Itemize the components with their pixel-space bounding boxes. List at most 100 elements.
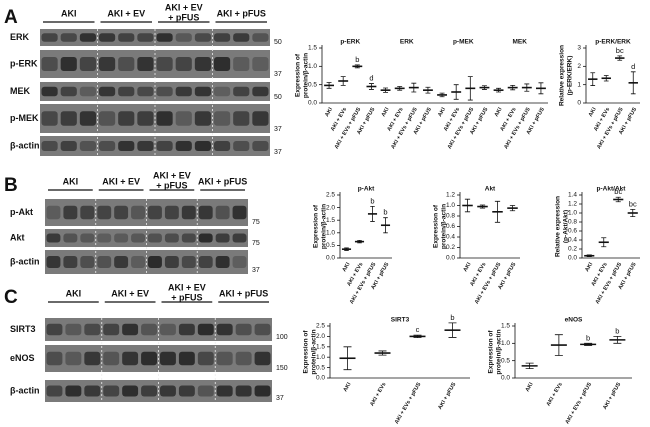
blot-band (178, 323, 195, 336)
blot-band (156, 57, 173, 71)
blot-band (215, 256, 230, 268)
blot-band (164, 233, 179, 243)
x-tick-label: AKI + EVs (369, 382, 387, 408)
y-tick-label: 1.4 (568, 192, 577, 199)
y-tick-label: 0.0 (501, 375, 510, 382)
blot-band (60, 141, 77, 151)
blot-band (175, 33, 192, 42)
blot-band (103, 323, 120, 336)
blot-band (194, 33, 211, 42)
blot-band (194, 141, 211, 151)
blot-band (80, 256, 95, 268)
group-header: AKI + EV (168, 282, 206, 292)
blot-band (41, 111, 58, 126)
blot-band (252, 57, 269, 71)
y-tick-label: 2.0 (326, 204, 335, 211)
significance-letter: c (416, 325, 420, 334)
blot-band (99, 111, 116, 126)
x-tick-label: AKI (525, 381, 535, 393)
blot-band (46, 233, 61, 243)
significance-letter: b (450, 313, 454, 322)
y-tick-label: 1.5 (326, 217, 335, 224)
blot-band (233, 141, 250, 151)
blot-band (178, 351, 195, 366)
blot-band (79, 33, 96, 42)
row-label: MEK (10, 86, 31, 96)
blot-band (131, 233, 145, 243)
x-tick-label: AKI + pFUS (602, 381, 622, 410)
x-tick-label: AKI + EVs + pFUS (394, 381, 423, 425)
y-tick-label: 0.6 (568, 228, 577, 235)
chart-title: Akt (485, 186, 496, 193)
blot-band (79, 86, 96, 97)
y-axis-label: protein/β-actin (441, 204, 448, 249)
blot-band (235, 323, 252, 336)
chart-title: p-Akt (358, 186, 375, 193)
blot-band (103, 385, 120, 397)
blot-band (118, 141, 135, 151)
y-tick-label: 1.0 (308, 63, 317, 70)
blot-band (232, 205, 247, 220)
y-axis-label: (p-ERK/ERK) (567, 56, 574, 96)
blot-band (141, 385, 157, 397)
blot-band (114, 256, 129, 268)
axis (321, 45, 548, 104)
blot-band (214, 141, 231, 151)
row-label: β-actin (10, 256, 40, 266)
blot-band (84, 351, 101, 366)
blot-band (197, 385, 214, 397)
blot-band (160, 351, 176, 366)
x-tick-label: AKI (324, 106, 334, 118)
y-tick-label: 1.0 (568, 210, 577, 217)
blot-band (214, 57, 231, 71)
blot-band (41, 141, 58, 151)
blot-strip (45, 229, 248, 247)
x-tick-label: AKI + EVs (546, 382, 564, 408)
blot-band (175, 141, 192, 151)
blot-band (194, 57, 211, 71)
blot-band (97, 256, 112, 268)
chart-title: p-ERK/ERK (595, 39, 631, 46)
blot-band (60, 86, 77, 97)
blot-band (156, 141, 173, 151)
y-tick-label: 1.0 (316, 354, 325, 361)
blot-band (60, 111, 77, 126)
blot-band (122, 351, 139, 366)
blot-band (63, 205, 78, 220)
blot-band (118, 57, 135, 71)
row-label: β-actin (10, 385, 40, 395)
blot-band (63, 256, 78, 268)
x-tick-label: AKI (588, 106, 598, 118)
group-header: AKI (61, 8, 77, 18)
blot-band (175, 57, 192, 71)
group-header: AKI (66, 288, 82, 298)
blot-band (156, 33, 173, 42)
blot-band (99, 57, 116, 71)
chart-title: SIRT3 (391, 317, 410, 324)
group-header: + pFUS (168, 12, 199, 22)
x-tick-label: AKI (494, 106, 504, 118)
blot-band (216, 385, 233, 397)
blot-band (235, 385, 252, 397)
blot-band (60, 57, 77, 71)
blot-band (148, 205, 162, 220)
blot-band (233, 111, 250, 126)
group-header: AKI + EV (153, 170, 191, 180)
blot-band (122, 323, 139, 336)
blot-band (137, 111, 154, 126)
group-header: + pFUS (171, 292, 202, 302)
blot-band (215, 233, 230, 243)
blot-band (160, 323, 176, 336)
y-tick-label: 2.5 (326, 192, 335, 199)
blot-band (137, 141, 154, 151)
y-tick-label: 0.2 (446, 244, 455, 251)
blot-band (141, 351, 157, 366)
blot-band (252, 111, 269, 126)
y-axis-label: Expression of (295, 53, 302, 97)
y-tick-label: 0.8 (446, 213, 455, 220)
blot-band (65, 323, 82, 336)
blot-band (60, 33, 77, 42)
y-tick-label: 1 (577, 81, 581, 88)
group-header: AKI (63, 176, 79, 186)
